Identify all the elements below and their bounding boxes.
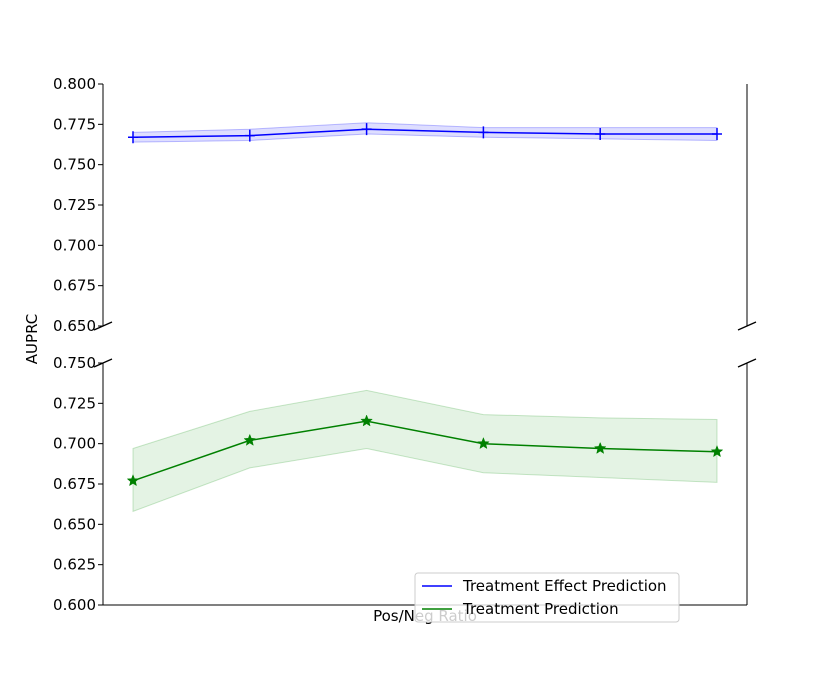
data-point [710, 445, 724, 458]
confidence-band [132, 389, 718, 513]
data-point [361, 123, 372, 136]
bottom-ytick-label: 0.625 [53, 556, 96, 574]
top-ytick-label: 0.650 [53, 317, 96, 335]
data-point [477, 437, 490, 450]
bottom-ytick-label: 0.650 [53, 515, 96, 533]
confidence-band [132, 122, 718, 143]
legend-box [414, 572, 680, 623]
series-line [132, 128, 717, 138]
data-point [126, 474, 140, 487]
bottom-ytick-label: 0.725 [53, 394, 96, 412]
axis-break-mark [93, 321, 113, 331]
top-ytick-label: 0.775 [53, 115, 96, 133]
legend-label: Treatment Effect Prediction [462, 577, 667, 595]
legend-label: Treatment Prediction [462, 600, 619, 618]
bottom-ytick-label: 0.700 [53, 435, 96, 453]
data-point [128, 131, 138, 144]
data-point [595, 128, 606, 141]
y-axis-label: AUPRC [23, 314, 41, 364]
top-ytick-label: 0.725 [53, 196, 96, 214]
axis-break-mark [737, 358, 757, 368]
data-point [712, 128, 722, 141]
data-point [593, 441, 607, 454]
top-ytick-label: 0.700 [53, 236, 96, 254]
series-line [132, 420, 718, 482]
data-point [478, 126, 489, 139]
top-ytick-label: 0.800 [53, 75, 96, 93]
bottom-ytick-label: 0.675 [53, 475, 96, 493]
data-point [243, 433, 257, 446]
data-point [244, 129, 255, 142]
top-ytick-label: 0.750 [53, 156, 96, 174]
axis-break-mark [93, 358, 113, 368]
top-ytick-label: 0.675 [53, 277, 96, 295]
axis-break-mark [737, 321, 757, 331]
data-point [360, 414, 373, 427]
bottom-ytick-label: 0.750 [53, 354, 96, 372]
bottom-ytick-label: 0.600 [53, 596, 96, 614]
